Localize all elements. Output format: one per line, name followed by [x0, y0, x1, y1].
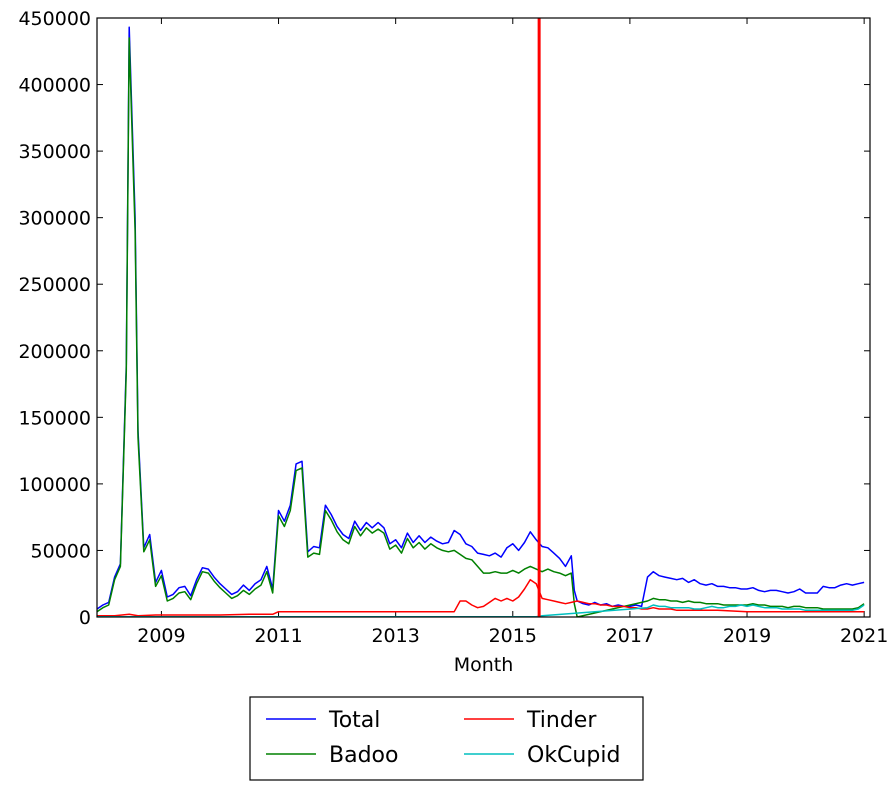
y-tick-label: 100000	[18, 474, 91, 496]
x-tick-label: 2011	[254, 625, 302, 647]
legend-label-badoo: Badoo	[329, 743, 398, 768]
y-tick-label: 250000	[18, 274, 91, 296]
series-line-tinder	[97, 578, 865, 617]
y-tick-label: 350000	[18, 141, 91, 163]
plot-area-frame	[96, 17, 871, 618]
legend-label-total: Total	[328, 708, 380, 733]
y-axis: 0 50000 100000 150000 200000 250000 300000 3500…	[18, 8, 870, 629]
x-tick-label: 2021	[840, 625, 888, 647]
series-line-okcupid	[97, 604, 865, 617]
y-tick-label: 0	[79, 607, 91, 629]
legend-box	[249, 696, 644, 781]
x-tick-label: 2019	[723, 625, 771, 647]
y-tick-label: 400000	[18, 75, 91, 97]
y-tick-label: 50000	[31, 540, 91, 562]
legend-label-okcupid: OkCupid	[527, 743, 620, 768]
x-tick-label: 2013	[371, 625, 419, 647]
y-tick-label: 300000	[18, 208, 91, 230]
series-line-total	[97, 26, 865, 610]
series-layer	[97, 26, 865, 617]
legend-label-tinder: Tinder	[526, 708, 597, 733]
y-tick-label: 200000	[18, 341, 91, 363]
x-axis: 2009 2011 2013 2015 2017 2019 2021	[137, 18, 888, 647]
x-tick-label: 2017	[606, 625, 654, 647]
series-line-badoo	[97, 37, 865, 617]
x-tick-label: 2009	[137, 625, 185, 647]
legend: Total Badoo Tinder OkCupid	[249, 696, 644, 781]
y-tick-label: 150000	[18, 407, 91, 429]
x-tick-label: 2015	[489, 625, 537, 647]
y-tick-label: 450000	[18, 8, 91, 30]
x-axis-title: Month	[454, 654, 514, 676]
